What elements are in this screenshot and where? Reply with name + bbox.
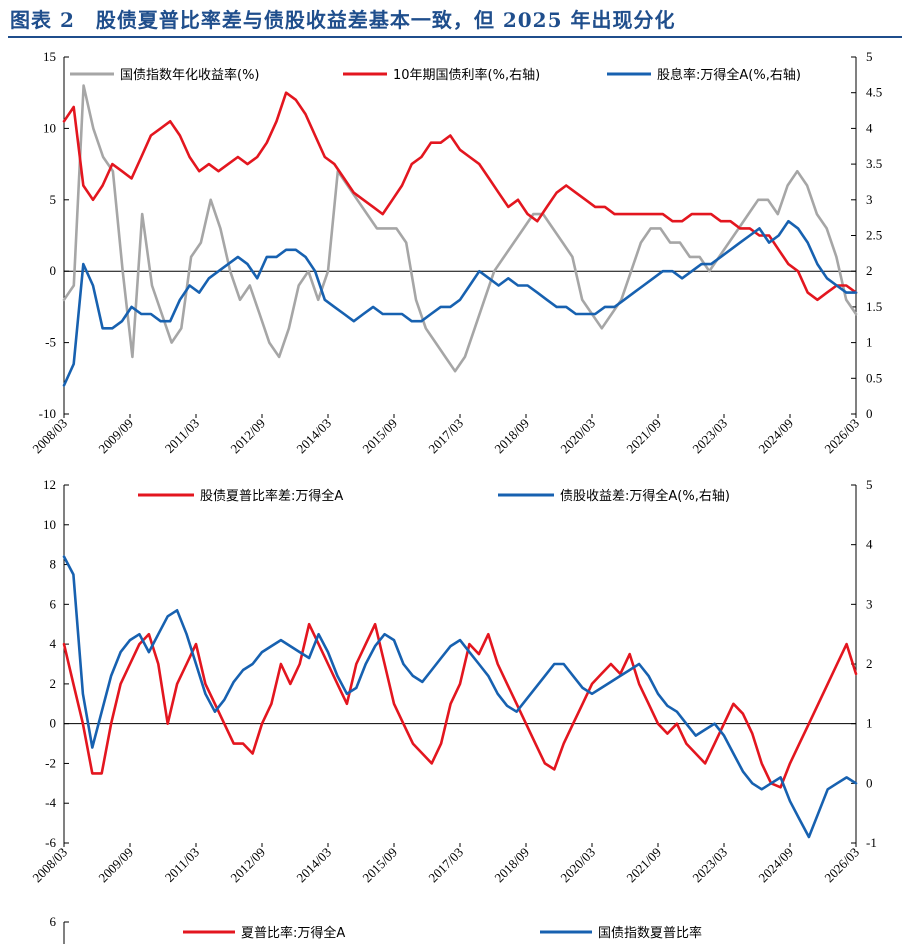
chart2-x-tick-label: 2011/03 xyxy=(162,845,202,885)
chart1-right-tick-label: 2.5 xyxy=(866,228,882,243)
chart2-right-tick-label: 3 xyxy=(866,596,873,611)
chart2-left-tick-label: 10 xyxy=(43,517,56,532)
chart1-left-tick-label: 15 xyxy=(43,49,56,64)
chart2-left-tick-label: 6 xyxy=(50,596,57,611)
chart1-legend-label: 10年期国债利率(%,右轴) xyxy=(393,67,540,83)
chart1-left-tick-label: 0 xyxy=(50,263,57,278)
chart1-series-1-line xyxy=(62,84,858,373)
chart2-left-tick-label: 8 xyxy=(50,557,57,572)
chart1-left-tick-label: -10 xyxy=(39,406,56,421)
chart1-legend-label: 国债指数年化收益率(%) xyxy=(120,67,260,83)
figure-title: 图表 2 股债夏普比率差与债股收益差基本一致，但 2025 年出现分化 xyxy=(10,8,676,32)
chart2-legend-label: 股债夏普比率差:万得全A xyxy=(200,488,343,504)
chart1-right-tick-label: 4.5 xyxy=(866,85,882,100)
chart1-right-tick-label: 0 xyxy=(866,406,873,421)
chart2-right-tick-label: 2 xyxy=(866,656,873,671)
chart1-series-3-line xyxy=(62,219,858,387)
chart2-right-tick-label: 5 xyxy=(866,477,873,492)
chart1-right-tick-label: 0.5 xyxy=(866,370,882,385)
chart2-left-tick-label: 2 xyxy=(50,676,57,691)
chart1-left-tick-label: 5 xyxy=(50,192,57,207)
chart2-left-tick-label: -2 xyxy=(45,755,56,770)
chart2-x-tick-label: 2023/03 xyxy=(689,845,730,886)
chart1-right-tick-label: 3.5 xyxy=(866,156,882,171)
chart1-right-tick-label: 2 xyxy=(866,263,873,278)
chart1-x-tick-label: 2026/03 xyxy=(821,416,862,457)
chart2-left-tick-label: 4 xyxy=(50,636,57,651)
chart1-x-tick-label: 2021/09 xyxy=(623,416,664,457)
chart2-x-tick-label: 2008/03 xyxy=(29,845,70,886)
chart2-x-tick-label: 2017/03 xyxy=(425,845,466,886)
chart2-x-tick-label: 2024/09 xyxy=(755,845,796,886)
chart2-x-tick-label: 2012/09 xyxy=(227,845,268,886)
chart2-right-tick-label: 1 xyxy=(866,716,873,731)
chart1-x-tick-label: 2009/09 xyxy=(95,416,136,457)
chart1-x-tick-label: 2012/09 xyxy=(227,416,268,457)
chart2-x-tick-label: 2021/09 xyxy=(623,845,664,886)
chart1-series-2-line xyxy=(62,91,858,302)
chart1-x-tick-label: 2023/03 xyxy=(689,416,730,457)
chart2-right-tick-label: 4 xyxy=(866,537,873,552)
chart2-series-1-line xyxy=(62,622,858,789)
chart2-right-tick-label: -1 xyxy=(866,835,877,850)
chart2-left-tick-label: -6 xyxy=(45,835,56,850)
chart1-left-tick-label: -5 xyxy=(45,335,56,350)
chart2-x-tick-label: 2020/03 xyxy=(557,845,598,886)
chart1-right-tick-label: 3 xyxy=(866,192,873,207)
chart2-x-tick-label: 2015/09 xyxy=(359,845,400,886)
chart2-left-tick-label: 12 xyxy=(43,477,56,492)
chart1-x-tick-label: 2024/09 xyxy=(755,416,796,457)
chart1-x-tick-label: 2008/03 xyxy=(29,416,70,457)
chart2-x-tick-label: 2014/03 xyxy=(293,845,334,886)
chart2-x-tick-label: 2026/03 xyxy=(821,845,862,886)
chart1-x-tick-label: 2020/03 xyxy=(557,416,598,457)
chart1-left-tick-label: 10 xyxy=(43,120,56,135)
chart1-legend-label: 股息率:万得全A(%,右轴) xyxy=(657,67,801,83)
title-rule xyxy=(8,36,902,38)
chart2-left-tick-label: -4 xyxy=(45,795,56,810)
chart1-x-tick-label: 2011/03 xyxy=(162,416,202,456)
chart1-right-tick-label: 5 xyxy=(866,49,873,64)
chart1-x-tick-label: 2018/09 xyxy=(491,416,532,457)
chart2-right-tick-label: 0 xyxy=(866,775,873,790)
chart2-x-tick-label: 2018/09 xyxy=(491,845,532,886)
chart3-left-tick-label: 6 xyxy=(50,914,57,929)
chart1-x-tick-label: 2014/03 xyxy=(293,416,334,457)
chart1-right-tick-label: 1 xyxy=(866,335,873,350)
chart1-x-tick-label: 2015/09 xyxy=(359,416,400,457)
chart2-x-tick-label: 2009/09 xyxy=(95,845,136,886)
chart3-legend-label: 夏普比率:万得全A xyxy=(241,925,345,941)
chart1-right-tick-label: 4 xyxy=(866,120,873,135)
chart1-x-tick-label: 2017/03 xyxy=(425,416,466,457)
chart1-right-tick-label: 1.5 xyxy=(866,299,882,314)
chart2-legend-label: 债股收益差:万得全A(%,右轴) xyxy=(560,488,730,504)
chart3-legend-label: 国债指数夏普比率 xyxy=(598,925,702,941)
chart2-series-2-line xyxy=(62,555,858,839)
chart2-left-tick-label: 0 xyxy=(50,716,57,731)
